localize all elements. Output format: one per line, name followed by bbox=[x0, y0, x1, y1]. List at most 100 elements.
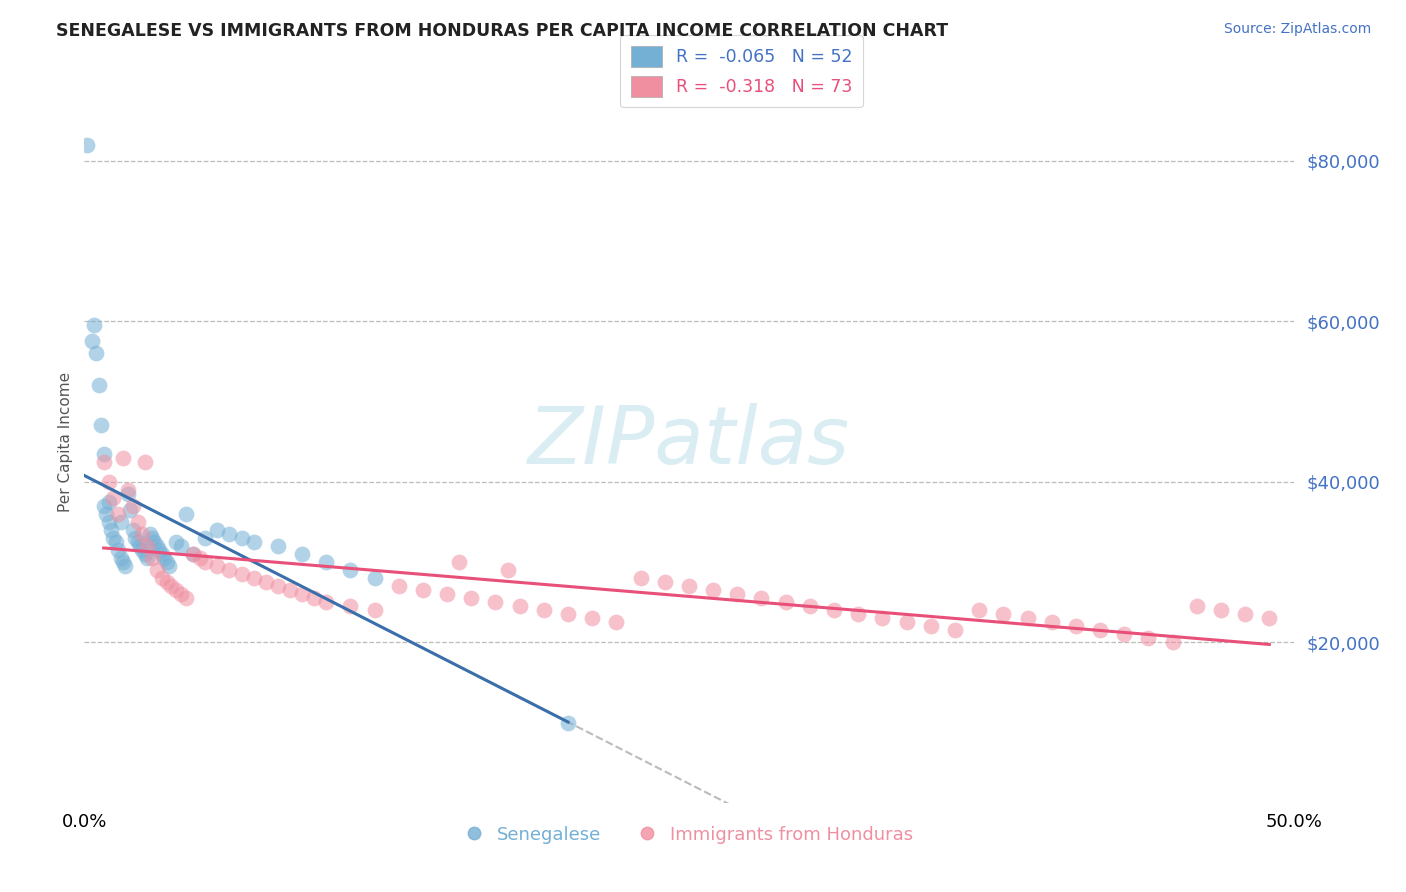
Point bbox=[363, 571, 385, 585]
Point bbox=[104, 534, 127, 549]
Point bbox=[1114, 627, 1136, 641]
Point bbox=[165, 534, 187, 549]
Point bbox=[134, 547, 156, 561]
Point bbox=[1064, 619, 1087, 633]
Point bbox=[242, 571, 264, 585]
Point bbox=[150, 571, 173, 585]
Point bbox=[138, 526, 160, 541]
Point bbox=[557, 607, 579, 621]
Point bbox=[148, 542, 170, 557]
Point bbox=[107, 507, 129, 521]
Point bbox=[702, 583, 724, 598]
Point bbox=[103, 491, 125, 505]
Point bbox=[496, 563, 519, 577]
Legend: Senegalese, Immigrants from Honduras: Senegalese, Immigrants from Honduras bbox=[457, 819, 921, 852]
Point bbox=[165, 583, 187, 598]
Point bbox=[1040, 615, 1063, 630]
Point bbox=[117, 486, 139, 500]
Point bbox=[484, 595, 506, 609]
Point bbox=[654, 574, 676, 589]
Point bbox=[97, 494, 120, 508]
Point bbox=[124, 531, 146, 545]
Point bbox=[150, 547, 173, 561]
Point bbox=[174, 591, 197, 605]
Point bbox=[160, 579, 183, 593]
Point bbox=[141, 531, 163, 545]
Point bbox=[254, 574, 277, 589]
Point bbox=[117, 483, 139, 497]
Text: SENEGALESE VS IMMIGRANTS FROM HONDURAS PER CAPITA INCOME CORRELATION CHART: SENEGALESE VS IMMIGRANTS FROM HONDURAS P… bbox=[56, 22, 949, 40]
Point bbox=[449, 555, 471, 569]
Point bbox=[872, 611, 894, 625]
Point bbox=[194, 555, 217, 569]
Point bbox=[1137, 632, 1160, 646]
Point bbox=[943, 623, 966, 637]
Point bbox=[155, 574, 177, 589]
Point bbox=[436, 587, 458, 601]
Point bbox=[557, 715, 579, 730]
Point bbox=[581, 611, 603, 625]
Point bbox=[267, 579, 290, 593]
Point bbox=[121, 499, 143, 513]
Point bbox=[174, 507, 197, 521]
Point bbox=[967, 603, 990, 617]
Point bbox=[1209, 603, 1232, 617]
Point bbox=[136, 539, 159, 553]
Point bbox=[94, 507, 117, 521]
Point bbox=[127, 515, 149, 529]
Point bbox=[218, 526, 240, 541]
Point bbox=[291, 587, 314, 601]
Point bbox=[146, 563, 169, 577]
Point bbox=[896, 615, 918, 630]
Point bbox=[134, 454, 156, 468]
Point bbox=[97, 515, 120, 529]
Point bbox=[87, 378, 110, 392]
Point bbox=[157, 558, 180, 574]
Point bbox=[1088, 623, 1111, 637]
Point bbox=[131, 526, 153, 541]
Point bbox=[141, 550, 163, 566]
Point bbox=[120, 502, 142, 516]
Text: ZIPatlas: ZIPatlas bbox=[527, 402, 851, 481]
Point bbox=[143, 534, 166, 549]
Point bbox=[112, 450, 135, 465]
Point bbox=[153, 550, 176, 566]
Point bbox=[110, 550, 132, 566]
Point bbox=[509, 599, 531, 614]
Point bbox=[194, 531, 217, 545]
Point bbox=[363, 603, 385, 617]
Point bbox=[76, 137, 98, 152]
Point bbox=[136, 550, 159, 566]
Point bbox=[155, 555, 177, 569]
Point bbox=[267, 539, 290, 553]
Point bbox=[170, 587, 193, 601]
Point bbox=[315, 595, 337, 609]
Y-axis label: Per Capita Income: Per Capita Income bbox=[58, 371, 73, 512]
Point bbox=[121, 523, 143, 537]
Point bbox=[799, 599, 821, 614]
Point bbox=[1161, 635, 1184, 649]
Point bbox=[1185, 599, 1208, 614]
Point bbox=[725, 587, 748, 601]
Point bbox=[146, 539, 169, 553]
Point bbox=[678, 579, 700, 593]
Point bbox=[90, 418, 112, 433]
Point bbox=[97, 475, 120, 489]
Point bbox=[751, 591, 773, 605]
Point bbox=[100, 523, 122, 537]
Point bbox=[1234, 607, 1257, 621]
Point bbox=[93, 499, 115, 513]
Point bbox=[207, 558, 229, 574]
Point bbox=[775, 595, 797, 609]
Point bbox=[339, 563, 361, 577]
Point bbox=[412, 583, 434, 598]
Point bbox=[112, 555, 135, 569]
Point bbox=[190, 550, 212, 566]
Point bbox=[278, 583, 301, 598]
Point bbox=[86, 346, 108, 360]
Point bbox=[218, 563, 240, 577]
Point bbox=[231, 567, 253, 582]
Point bbox=[231, 531, 253, 545]
Point bbox=[630, 571, 652, 585]
Point bbox=[129, 539, 152, 553]
